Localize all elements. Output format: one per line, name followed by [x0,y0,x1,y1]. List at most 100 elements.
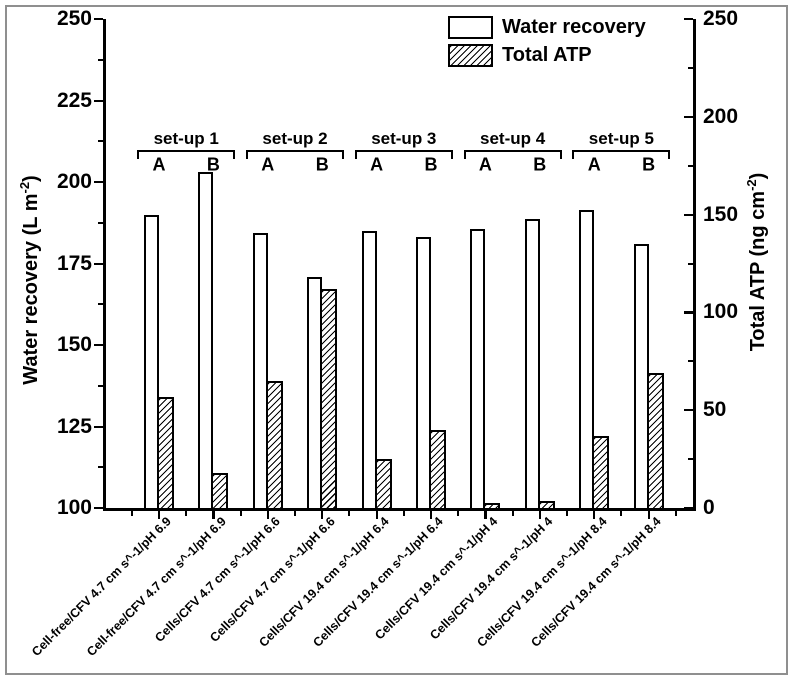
left-axis-major-tick [94,344,103,347]
condition-label-b-setup-5: B [642,154,656,175]
bar-total-atp-1 [157,396,174,510]
condition-label-b-setup-3: B [424,154,438,175]
x-axis-minor-tick [511,510,514,516]
left-axis-major-tick [94,99,103,102]
bar-water-recovery-5 [361,230,377,510]
right-axis-tick-label: 250 [703,7,739,30]
bar-total-atp-8 [537,501,555,510]
x-axis-minor-tick [674,510,677,516]
left-axis-tick-label: 125 [56,414,92,438]
group-bracket-setup-4 [463,150,562,159]
condition-label-a-setup-3: A [370,154,384,175]
bar-total-atp-2 [211,472,229,510]
legend-label-total-atp: Total ATP [502,44,592,66]
x-axis-major-tick [212,510,215,519]
condition-label-a-setup-5: A [587,154,601,175]
left-axis-major-tick [94,425,103,428]
legend-item-total-atp: Total ATP [448,44,646,67]
legend-swatch-open-bar-icon [448,16,493,39]
right-axis-line [693,19,696,511]
left-axis-major-tick [94,507,103,510]
bar-total-atp-9 [592,435,610,510]
left-axis-title-sup: -2 [17,181,33,194]
x-axis-major-tick [321,510,324,519]
left-axis-minor-tick [98,466,103,469]
bar-water-recovery-2 [198,172,214,510]
x-axis-major-tick [538,510,541,519]
bar-total-atp-7 [483,503,501,510]
right-axis-title: Total ATP (ng cm-2) [744,173,770,352]
right-axis-major-tick [684,409,693,412]
condition-label-b-setup-4: B [533,154,547,175]
right-axis-major-tick [684,311,693,314]
x-axis-minor-tick [239,510,242,516]
right-axis-minor-tick [688,360,693,363]
bar-water-recovery-9 [579,209,595,510]
right-axis-minor-tick [688,164,693,167]
group-label-setup-5: set-up 5 [588,129,654,148]
right-axis-major-tick [684,213,693,216]
bar-water-recovery-8 [524,219,540,510]
left-axis-line [103,19,106,511]
left-axis-tick-label: 225 [56,88,92,112]
left-axis-title-text: Water recovery (L m [19,193,42,385]
group-label-setup-3: set-up 3 [371,129,437,148]
left-axis-minor-tick [98,384,103,387]
left-axis-major-tick [94,18,103,21]
group-label-setup-1: set-up 1 [153,129,219,148]
left-axis-tick-label: 250 [56,7,92,30]
right-axis-title-sup: -2 [744,179,760,191]
group-bracket-setup-1 [137,150,236,159]
left-axis-title: Water recovery (L m-2) [17,175,43,384]
bar-total-atp-3 [265,380,283,510]
x-axis-minor-tick [185,510,188,516]
legend-item-water-recovery: Water recovery [448,16,646,39]
x-axis-minor-tick [130,510,133,516]
condition-label-a-setup-4: A [478,154,492,175]
left-axis-major-tick [94,181,103,184]
bar-water-recovery-7 [470,229,486,510]
bar-total-atp-10 [646,373,664,510]
right-axis-major-tick [684,18,693,21]
x-axis-major-tick [430,510,433,519]
x-axis-major-tick [375,510,378,519]
group-label-setup-4: set-up 4 [480,129,546,148]
left-axis-tick-label: 200 [56,170,92,193]
bar-total-atp-5 [374,459,392,510]
right-axis-tick-label: 50 [703,398,727,422]
legend-swatch-hatched-bar-icon [448,44,493,67]
right-axis-major-tick [684,507,693,510]
group-bracket-setup-3 [354,150,453,159]
x-axis-major-tick [158,510,161,519]
x-axis-major-tick [647,510,650,519]
left-axis-tick-label: 100 [56,496,92,519]
left-axis-minor-tick [98,303,103,306]
condition-label-b-setup-2: B [315,154,329,175]
group-bracket-setup-5 [572,150,671,159]
bar-water-recovery-3 [252,232,268,510]
bottom-axis-line [103,508,696,511]
legend: Water recovery Total ATP [448,16,646,67]
x-axis-major-tick [593,510,596,519]
x-axis-minor-tick [566,510,568,516]
group-label-setup-2: set-up 2 [262,129,328,148]
x-axis-minor-tick [620,510,623,516]
left-axis-tick-label: 175 [56,251,92,275]
right-axis-title-close: ) [746,172,769,180]
bar-water-recovery-1 [144,214,159,510]
x-axis-major-tick [484,510,487,519]
condition-label-a-setup-2: A [261,154,275,175]
right-axis-tick-label: 200 [703,104,739,128]
x-axis-major-tick [266,510,269,519]
legend-label-water-recovery: Water recovery [502,16,646,38]
right-axis-major-tick [684,115,693,118]
group-bracket-setup-2 [246,150,344,159]
left-axis-minor-tick [98,140,103,143]
bar-total-atp-6 [429,429,446,510]
left-axis-minor-tick [98,221,103,224]
right-axis-tick-label: 150 [703,202,739,226]
left-axis-major-tick [94,262,103,265]
left-axis-minor-tick [98,58,103,61]
